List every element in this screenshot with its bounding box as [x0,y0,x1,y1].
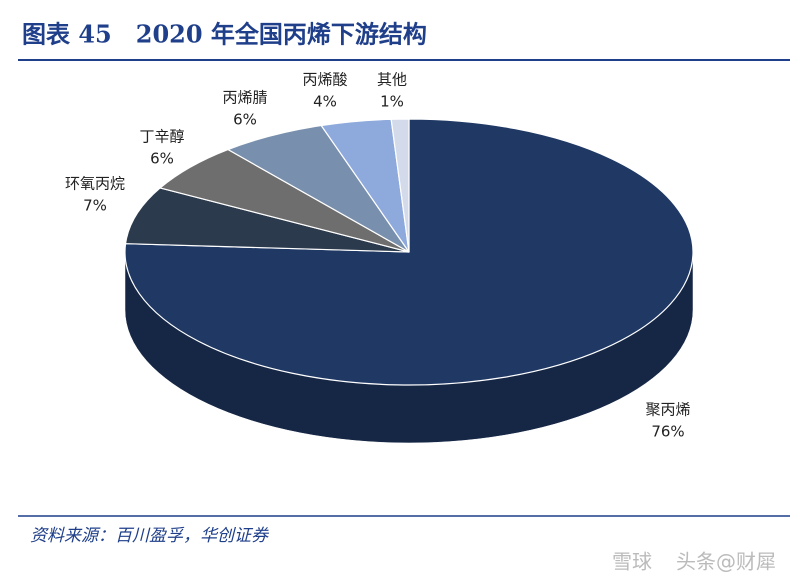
value-label: 76% [651,423,684,441]
watermark: 头条@财犀 [676,550,776,574]
value-label: 6% [233,111,257,129]
slice [124,187,410,253]
slice-label: 其他 [377,71,407,89]
value-label: 4% [313,93,337,111]
watermark: 雪球 [612,550,652,574]
value-label: 6% [150,150,174,168]
value-label: 7% [83,197,107,215]
slice [390,118,410,253]
slice-label: 丙烯腈 [222,89,267,107]
slice-label: 聚丙烯 [645,401,690,419]
slice-label: 丁辛醇 [139,128,184,146]
slice-label: 丙烯酸 [302,71,347,89]
pie: 聚丙烯 76% 环氧丙烷 7% 丁辛醇 6% 丙烯腈 6% 丙烯酸 4% 其他 1% [65,71,694,444]
slice-label: 环氧丙烷 [65,175,125,193]
chart-title: 图表 45 2020 年全国丙烯下游结构 [22,20,427,49]
source: 资料来源：百川盈孚，华创证券 [30,526,270,546]
value-label: 1% [380,93,404,111]
